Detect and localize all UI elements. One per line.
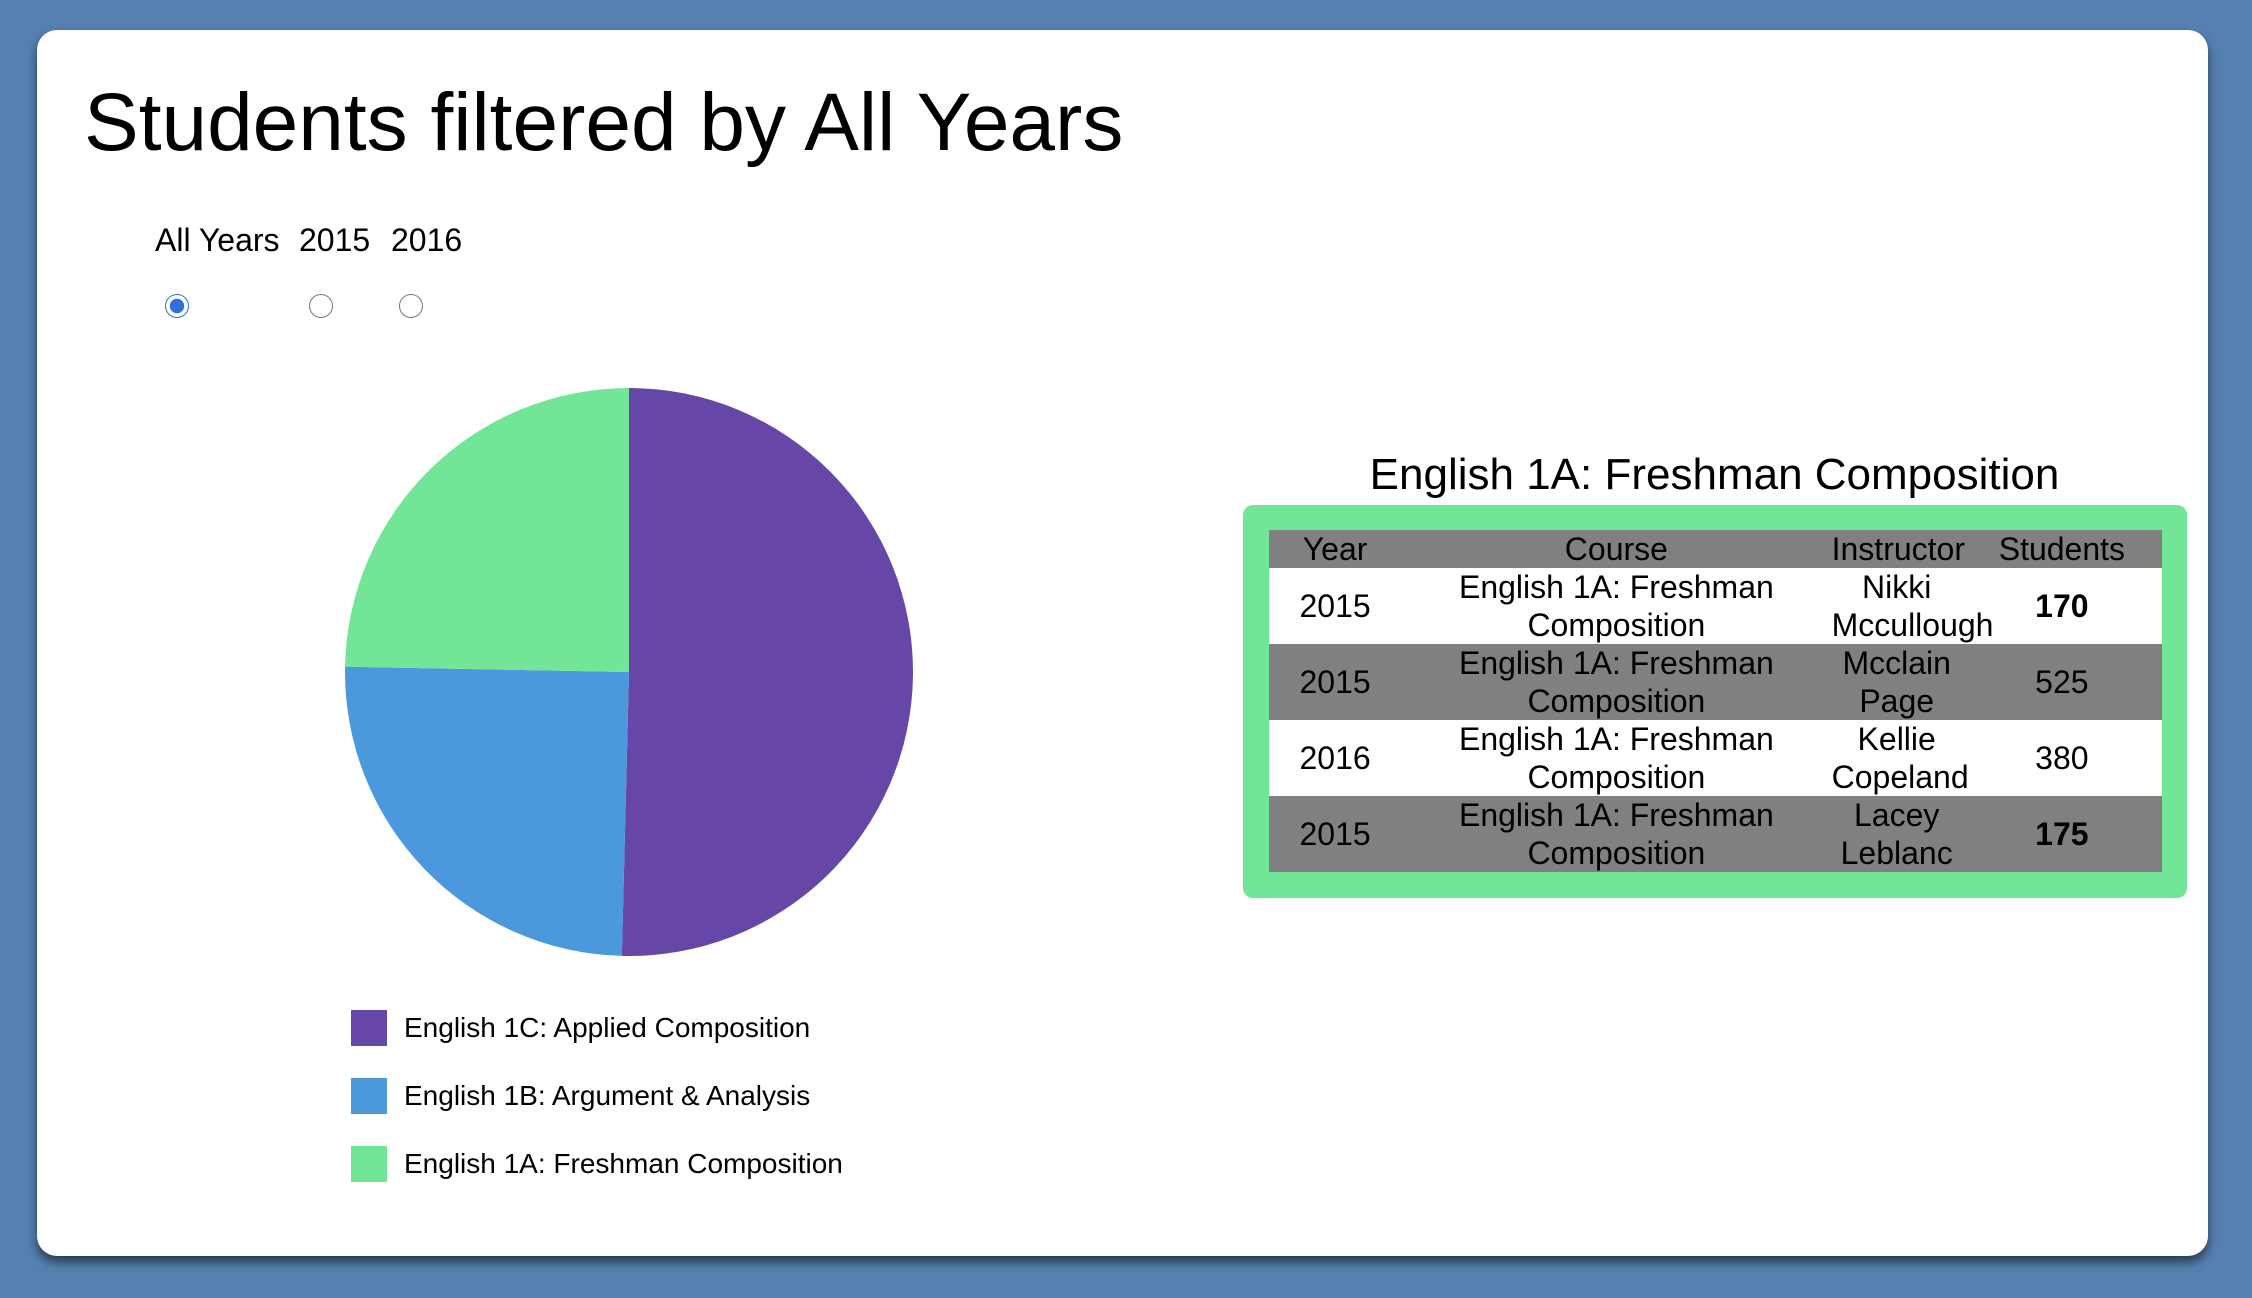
cell-year: 2016 [1269,720,1401,796]
filter-2015-radio[interactable] [309,294,333,318]
filter-2016-radio[interactable] [399,294,423,318]
header-students[interactable]: Students [1962,530,2162,568]
table-row[interactable]: 2015 English 1A: Freshman Composition Mc… [1269,644,2162,720]
cell-students: 175 [1962,796,2162,872]
legend-swatch-1b [351,1078,387,1114]
cell-course: English 1A: Freshman Composition [1401,568,1831,644]
cell-instructor: Nikki Mccullough [1832,568,1962,644]
filter-all-years-label: All Years [155,222,280,259]
cell-course: English 1A: Freshman Composition [1401,644,1831,720]
pie-slice-1c[interactable] [622,388,913,956]
header-course[interactable]: Course [1401,530,1831,568]
cell-students: 380 [1962,720,2162,796]
table-row[interactable]: 2015 English 1A: Freshman Composition La… [1269,796,2162,872]
legend-swatch-1a [351,1146,387,1182]
table-row[interactable]: 2015 English 1A: Freshman Composition Ni… [1269,568,2162,644]
page-title: Students filtered by All Years [84,82,1123,164]
cell-course: English 1A: Freshman Composition [1401,720,1831,796]
table-row[interactable]: 2016 English 1A: Freshman Composition Ke… [1269,720,2162,796]
cell-year: 2015 [1269,568,1401,644]
pie-slice-1a[interactable] [345,388,629,672]
cell-instructor: Kellie Copeland [1832,720,1962,796]
legend-label-1a: English 1A: Freshman Composition [404,1148,843,1180]
cell-instructor: Mcclain Page [1832,644,1962,720]
cell-year: 2015 [1269,796,1401,872]
legend-label-1b: English 1B: Argument & Analysis [404,1080,810,1112]
main-card: Students filtered by All Years All Years… [37,30,2208,1256]
table-header-row: Year Course Instructor Students [1269,530,2162,568]
pie-slice-1b[interactable] [345,667,629,956]
cell-course: English 1A: Freshman Composition [1401,796,1831,872]
students-table: Year Course Instructor Students 2015 Eng… [1269,530,2162,872]
filter-all-years-radio[interactable] [165,294,189,318]
legend-label-1c: English 1C: Applied Composition [404,1012,810,1044]
pie-chart [287,360,927,1000]
header-year[interactable]: Year [1269,530,1401,568]
cell-year: 2015 [1269,644,1401,720]
table-container: Year Course Instructor Students 2015 Eng… [1243,505,2187,898]
header-instructor[interactable]: Instructor [1832,530,1962,568]
filter-2016-label: 2016 [391,222,462,259]
cell-students: 525 [1962,644,2162,720]
filter-2015-label: 2015 [299,222,370,259]
legend-swatch-1c [351,1010,387,1046]
cell-instructor: Lacey Leblanc [1832,796,1962,872]
table-title: English 1A: Freshman Composition [1237,450,2192,500]
